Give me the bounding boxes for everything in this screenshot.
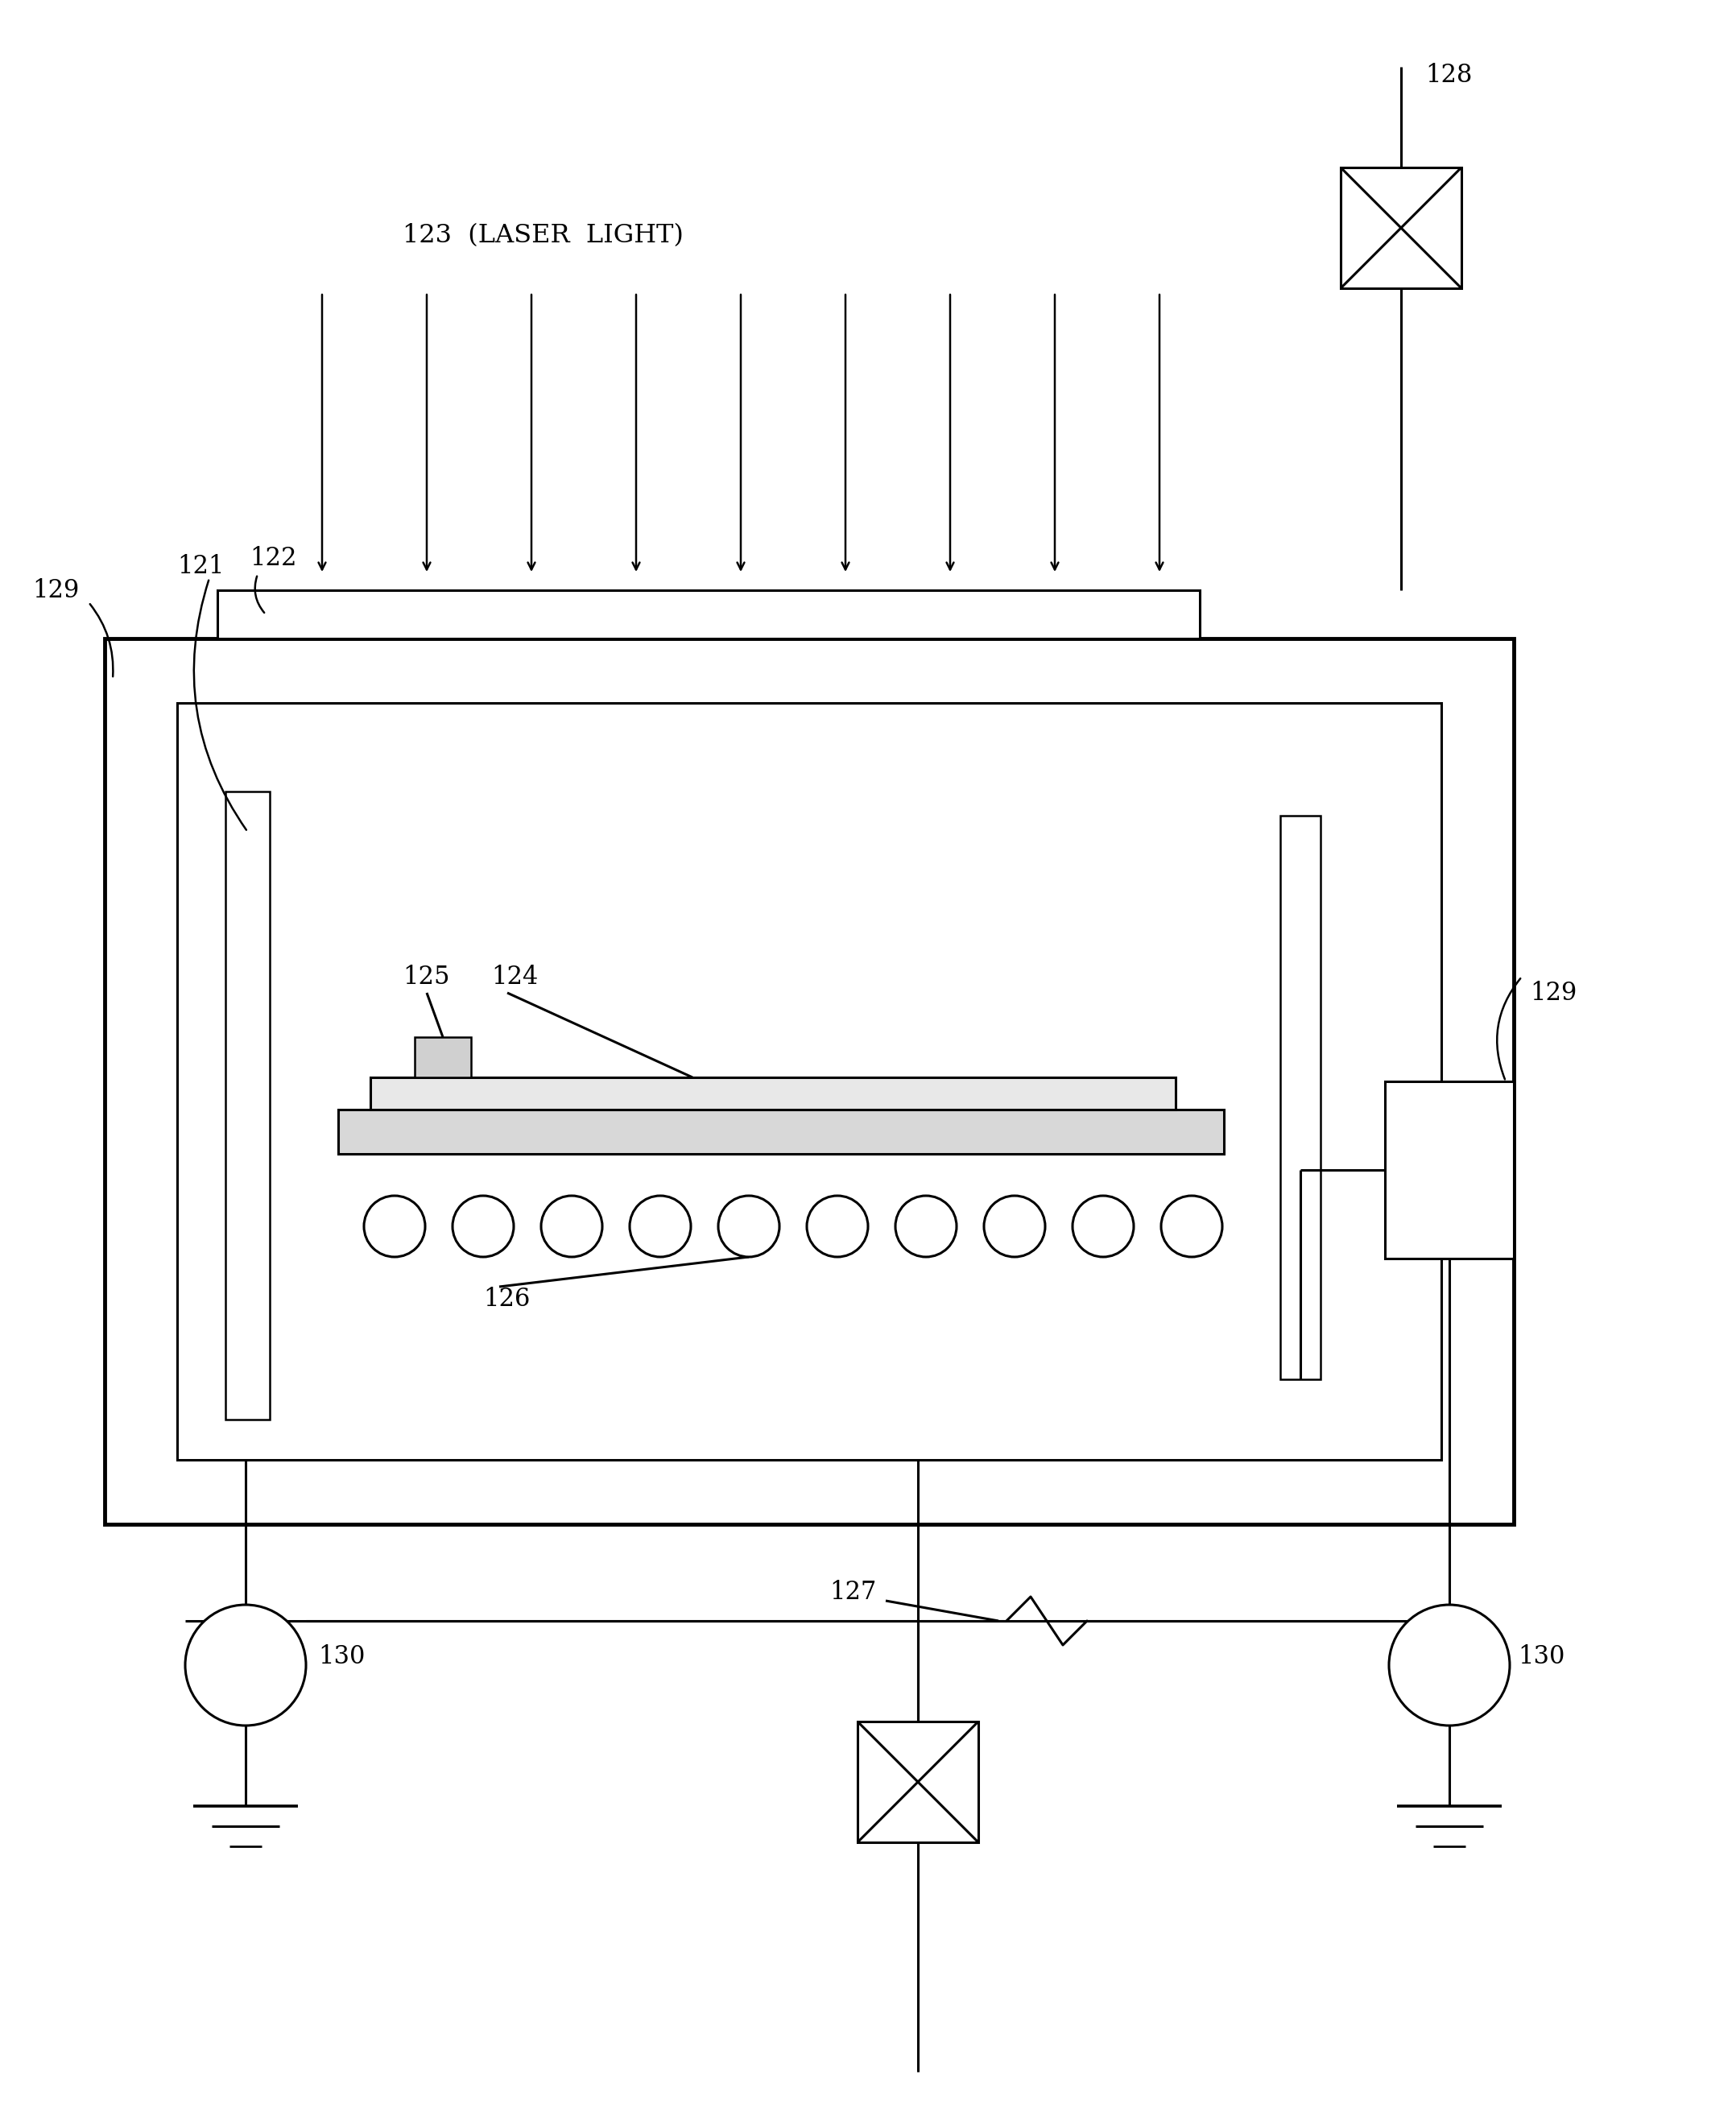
Bar <box>858 1721 979 1843</box>
Bar <box>339 1109 1224 1153</box>
Text: 125: 125 <box>403 964 450 989</box>
Text: 130: 130 <box>1517 1645 1564 1671</box>
Circle shape <box>719 1195 779 1256</box>
Circle shape <box>365 1195 425 1256</box>
Text: ~: ~ <box>1437 1652 1460 1679</box>
Circle shape <box>453 1195 514 1256</box>
Text: 129: 129 <box>1529 980 1576 1006</box>
Text: 127: 127 <box>830 1580 877 1605</box>
Circle shape <box>630 1195 691 1256</box>
Circle shape <box>984 1195 1045 1256</box>
Bar <box>226 791 269 1420</box>
Bar <box>415 1037 470 1077</box>
Circle shape <box>1161 1195 1222 1256</box>
Text: 126: 126 <box>483 1286 529 1311</box>
Bar <box>1340 168 1462 288</box>
Bar <box>177 703 1441 1460</box>
Circle shape <box>542 1195 602 1256</box>
Circle shape <box>807 1195 868 1256</box>
Text: 123  (LASER  LIGHT): 123 (LASER LIGHT) <box>403 223 684 248</box>
Text: 124: 124 <box>491 964 538 989</box>
Bar <box>1279 816 1321 1380</box>
Circle shape <box>186 1605 306 1725</box>
Text: 121: 121 <box>177 553 224 579</box>
Text: 122: 122 <box>250 545 297 570</box>
Text: ~: ~ <box>234 1652 257 1679</box>
Bar <box>104 638 1514 1523</box>
Bar <box>1385 1081 1514 1258</box>
Bar <box>370 1077 1175 1109</box>
Text: 130: 130 <box>318 1645 365 1671</box>
Text: 129: 129 <box>33 579 80 602</box>
Circle shape <box>896 1195 957 1256</box>
Circle shape <box>1073 1195 1134 1256</box>
Bar <box>217 591 1200 638</box>
Circle shape <box>1389 1605 1510 1725</box>
Text: 128: 128 <box>1425 63 1472 88</box>
